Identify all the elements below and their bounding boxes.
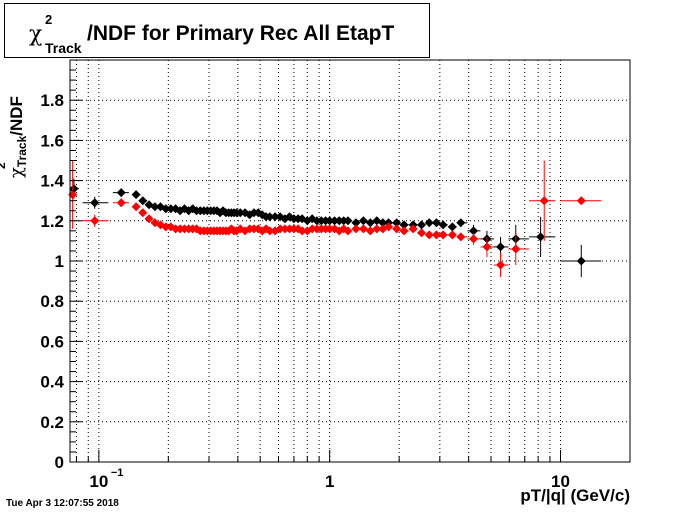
data-point — [297, 226, 307, 236]
data-point — [431, 218, 441, 228]
data-point — [539, 196, 549, 206]
data-point — [150, 202, 160, 212]
chart-title-box: χ 2 Track /NDF for Primary Rec All EtapT — [4, 3, 430, 58]
data-point — [482, 242, 492, 252]
y-tick-label: 0.4 — [40, 373, 64, 392]
data-point — [330, 216, 340, 226]
data-point — [438, 220, 448, 230]
series-1 — [68, 160, 602, 278]
data-point — [68, 190, 78, 200]
data-point — [161, 204, 171, 214]
grid-lines — [70, 59, 631, 463]
data-point — [343, 226, 353, 236]
data-point — [90, 198, 100, 208]
x-tick-label: 1 — [325, 472, 334, 491]
data-point — [438, 230, 448, 240]
data-point — [265, 212, 275, 222]
y-axis-label-text: /NDF — [7, 96, 26, 136]
data-point — [456, 218, 466, 228]
data-point — [161, 222, 171, 232]
data-point — [270, 212, 280, 222]
data-point — [325, 224, 335, 234]
data-point — [392, 218, 402, 228]
y-tick-label: 1.8 — [40, 91, 64, 110]
title-superscript: 2 — [45, 12, 53, 27]
data-point — [131, 202, 141, 212]
y-tick-label: 0.6 — [40, 332, 64, 351]
axis-ticks: 00.20.40.60.811.21.41.61.810 −1 1 10 — [40, 59, 631, 491]
data-point — [378, 218, 388, 228]
data-point — [358, 216, 368, 226]
title-chi-symbol: χ — [29, 22, 43, 47]
data-point — [116, 188, 126, 198]
data-point — [343, 216, 353, 226]
y-tick-label: 0.8 — [40, 292, 64, 311]
y-tick-label: 1 — [55, 252, 64, 271]
data-point — [116, 198, 126, 208]
data-point — [280, 224, 290, 234]
data-point — [496, 260, 506, 270]
data-point — [469, 226, 479, 236]
data-point — [408, 224, 418, 234]
chart-title: /NDF for Primary Rec All EtapT — [87, 22, 395, 45]
data-point — [171, 224, 181, 234]
x-axis-label: pT/|q| (GeV/c) — [520, 486, 630, 505]
x-tick-label: 10 — [89, 472, 108, 491]
x-tick-label: 10 — [551, 472, 570, 491]
y-tick-label: 1.6 — [40, 131, 64, 150]
data-point — [399, 220, 409, 230]
data-point — [447, 222, 457, 232]
x-tick-exponent: −1 — [111, 467, 124, 479]
data-point — [496, 242, 506, 252]
data-point — [447, 230, 457, 240]
data-point — [424, 218, 434, 228]
data-point — [138, 208, 148, 218]
y-axis-label-symbol: χ — [6, 167, 27, 178]
y-axis-label-sup: 2 — [0, 162, 8, 169]
title-subscript: Track — [45, 40, 82, 56]
data-point — [417, 228, 427, 238]
data-point — [166, 204, 176, 214]
data-point — [351, 224, 361, 234]
y-tick-label: 0 — [55, 453, 64, 472]
timestamp: Tue Apr 3 12:07:55 2018 — [6, 498, 119, 509]
data-point — [138, 196, 148, 206]
data-point — [265, 226, 275, 236]
data-point — [325, 216, 335, 226]
data-point — [576, 196, 586, 206]
data-point — [384, 222, 394, 232]
data-point — [307, 224, 317, 234]
data-point — [536, 232, 546, 242]
data-point — [469, 234, 479, 244]
data-point — [576, 256, 586, 266]
data-series — [68, 160, 602, 278]
data-point — [235, 208, 245, 218]
data-point — [90, 216, 100, 226]
data-point — [399, 226, 409, 236]
data-point — [431, 230, 441, 240]
data-point — [456, 232, 466, 242]
data-point — [144, 214, 154, 224]
y-axis-label: χTrack/NDF 2 — [0, 66, 46, 182]
data-point — [275, 224, 285, 234]
data-point — [424, 230, 434, 240]
data-point — [351, 218, 361, 228]
data-point — [417, 220, 427, 230]
y-tick-label: 1.2 — [40, 212, 64, 231]
y-tick-label: 1.4 — [40, 172, 64, 191]
y-axis-label-sub: Track — [15, 135, 29, 168]
data-point — [131, 190, 141, 200]
data-point — [372, 224, 382, 234]
data-point — [392, 224, 402, 234]
series-0 — [69, 178, 602, 278]
data-point — [358, 224, 368, 234]
data-point — [511, 244, 521, 254]
y-tick-label: 0.2 — [40, 413, 64, 432]
